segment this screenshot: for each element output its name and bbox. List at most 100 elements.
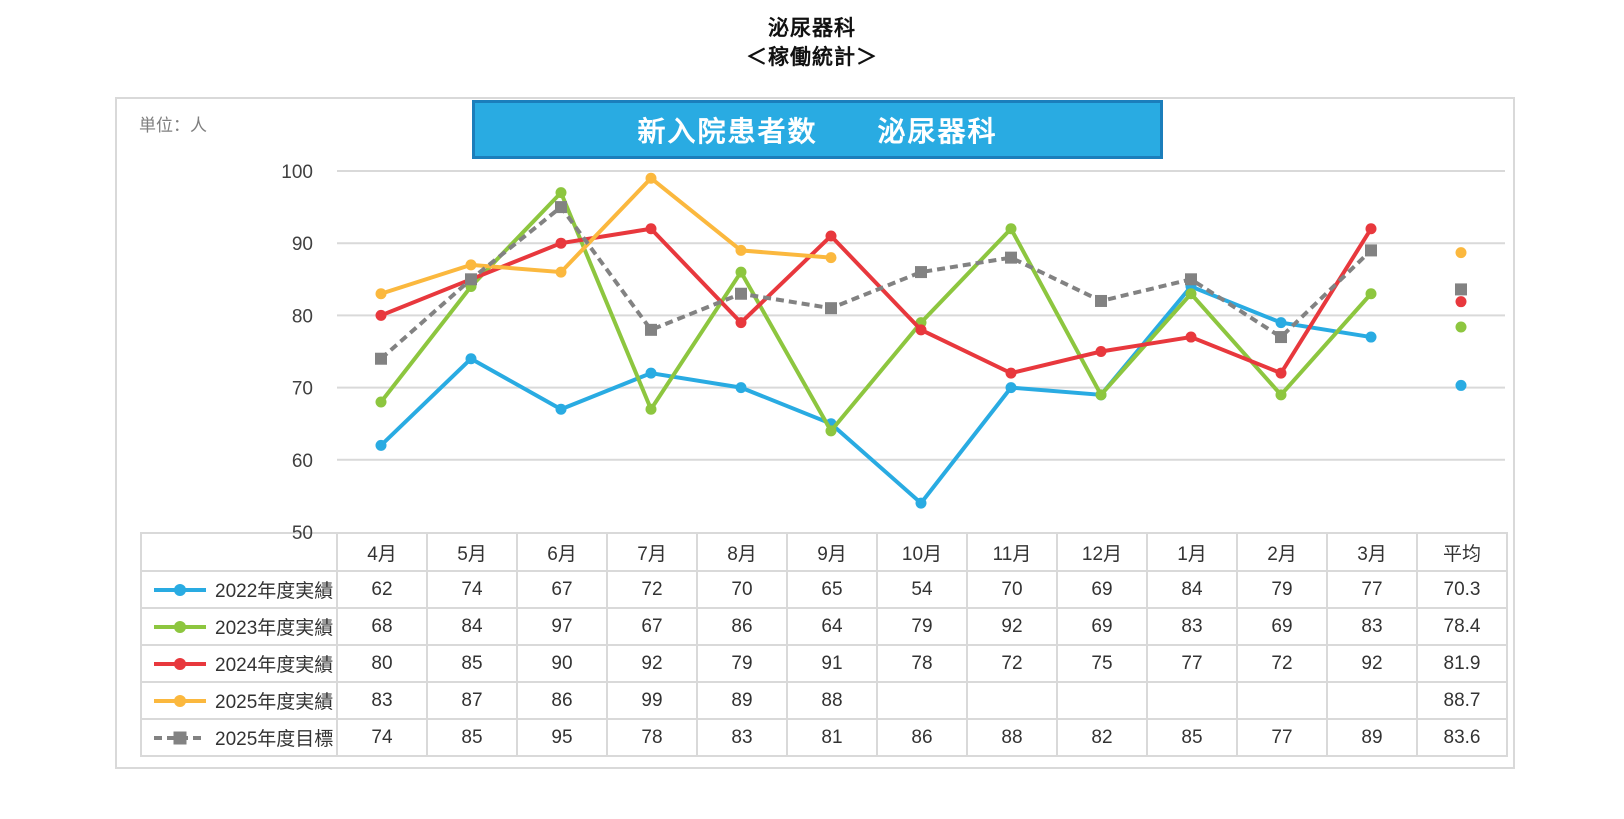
column-header: 9月 [786, 532, 878, 572]
series-marker-icon [154, 624, 206, 629]
data-point [375, 439, 387, 451]
data-point [915, 324, 927, 336]
data-point [555, 403, 567, 415]
column-header: 11月 [966, 532, 1058, 572]
data-point [825, 302, 837, 315]
column-header: 1月 [1146, 532, 1238, 572]
data-point [1365, 223, 1377, 235]
value-cell: 74 [426, 570, 518, 609]
value-cell: 62 [336, 570, 428, 609]
value-cell: 85 [426, 644, 518, 683]
series-line-1 [379, 189, 1373, 435]
data-point [465, 259, 477, 271]
value-cell [1146, 681, 1238, 720]
data-point [645, 172, 657, 184]
data-point [915, 497, 927, 509]
chart-panel: 単位：人 新入院患者数 泌尿器科 50 60 70 80 90 100 4月 5月 6月 7月 8… [115, 97, 1515, 769]
value-cell: 88 [966, 718, 1058, 757]
data-point [1455, 379, 1467, 391]
value-cell: 75 [1056, 644, 1148, 683]
value-cell [876, 681, 968, 720]
data-point [1185, 273, 1197, 286]
value-cell: 77 [1326, 570, 1418, 609]
data-point [1455, 296, 1467, 308]
data-point [735, 266, 747, 278]
value-cell: 65 [786, 570, 878, 609]
data-point [735, 382, 747, 394]
series-name: 2025年度実績 [215, 692, 334, 713]
series-line-0 [379, 284, 1372, 507]
data-point [825, 425, 837, 437]
value-cell: 88 [786, 681, 878, 720]
data-point [1095, 389, 1107, 401]
column-header: 10月 [876, 532, 968, 572]
y-axis-label: 100 [281, 162, 313, 183]
value-cell: 83 [1146, 607, 1238, 646]
series-line-2 [380, 226, 1373, 376]
value-cell: 79 [696, 644, 788, 683]
title-line2: ＜稼働統計＞ [746, 46, 878, 69]
series-marker-icon [154, 587, 206, 592]
series-name: 2023年度実績 [215, 618, 334, 639]
value-cell: 64 [786, 607, 878, 646]
value-cell: 70 [966, 570, 1058, 609]
data-point [645, 323, 657, 336]
value-cell: 68 [336, 607, 428, 646]
column-header: 3月 [1326, 532, 1418, 572]
value-cell: 90 [516, 644, 608, 683]
data-point [1095, 389, 1107, 401]
data-point [825, 230, 837, 242]
title-line1: 泌尿器科 [768, 17, 856, 40]
value-cell: 83 [336, 681, 428, 720]
value-cell: 79 [876, 607, 968, 646]
data-point [1185, 288, 1197, 300]
data-point [555, 237, 567, 249]
value-cell: 99 [606, 681, 698, 720]
table-row: 2023年度実績 68 84 97 67 86 64 79 92 69 83 69 83 78.4 [140, 607, 1508, 646]
series-line-3 [380, 175, 832, 296]
table-row: 2025年度実績 83 87 86 99 89 88 88.7 [140, 681, 1508, 720]
unit-label: 単位：人 [139, 116, 207, 135]
value-cell: 72 [1236, 644, 1328, 683]
value-cell: 69 [1236, 607, 1328, 646]
value-cell: 97 [516, 607, 608, 646]
data-point [1365, 244, 1377, 257]
y-axis-label: 80 [292, 306, 313, 327]
value-cell: 72 [606, 570, 698, 609]
data-point [1095, 294, 1107, 307]
value-cell: 80 [336, 644, 428, 683]
data-point [1095, 346, 1107, 357]
value-cell [966, 681, 1058, 720]
value-cell: 67 [606, 607, 698, 646]
value-cell: 72 [966, 644, 1058, 683]
data-point [825, 252, 837, 264]
table-row: 2025年度目標 74 85 95 78 83 81 86 88 82 85 77 89 83.6 [140, 718, 1508, 757]
data-point [1005, 223, 1017, 235]
data-point [555, 187, 567, 199]
average-cell: 81.9 [1416, 644, 1508, 683]
data-point [645, 367, 657, 379]
data-point [735, 244, 747, 256]
value-cell: 77 [1236, 718, 1328, 757]
value-cell: 83 [1326, 607, 1418, 646]
data-point [1275, 331, 1287, 344]
data-point [1455, 247, 1467, 259]
table-corner-cell [140, 532, 338, 572]
value-cell: 69 [1056, 570, 1148, 609]
legend-cell: 2024年度実績 [140, 644, 338, 683]
average-cell: 70.3 [1416, 570, 1508, 609]
legend-cell: 2025年度実績 [140, 681, 338, 720]
data-point [645, 223, 657, 235]
column-header: 2月 [1236, 532, 1328, 572]
y-axis-label: 90 [292, 234, 313, 255]
column-header: 平均 [1416, 532, 1508, 572]
data-point [1365, 288, 1377, 300]
legend-cell: 2022年度実績 [140, 570, 338, 609]
data-point [825, 418, 837, 430]
value-cell: 54 [876, 570, 968, 609]
value-cell [1236, 681, 1328, 720]
value-cell: 85 [1146, 718, 1238, 757]
value-cell: 92 [1326, 644, 1418, 683]
